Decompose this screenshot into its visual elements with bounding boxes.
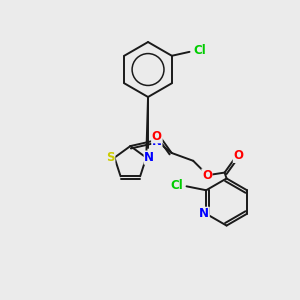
Text: N: N bbox=[144, 151, 154, 164]
Text: O: O bbox=[152, 130, 162, 143]
Text: O: O bbox=[202, 169, 212, 182]
Text: S: S bbox=[106, 151, 115, 164]
Text: O: O bbox=[233, 149, 243, 162]
Text: N: N bbox=[152, 135, 162, 148]
Text: Cl: Cl bbox=[193, 44, 206, 57]
Text: Cl: Cl bbox=[170, 179, 183, 192]
Text: N: N bbox=[199, 207, 209, 220]
